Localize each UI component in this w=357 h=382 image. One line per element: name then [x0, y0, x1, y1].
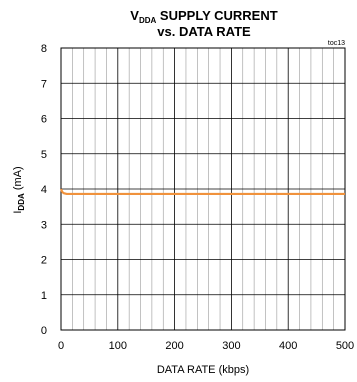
y-tick-label: 4: [41, 184, 47, 196]
x-tick-label: 400: [279, 340, 297, 352]
y-tick-label: 2: [41, 255, 47, 267]
x-axis-label: DATA RATE (kbps): [157, 364, 249, 376]
chart-tag: toc13: [328, 40, 345, 47]
y-tick-label: 1: [41, 290, 47, 302]
y-tick-label: 0: [41, 325, 47, 337]
y-tick-label: 7: [41, 78, 47, 90]
y-axis-label: IDDA (mA): [12, 166, 26, 213]
chart-title-line1: VDDA SUPPLY CURRENT: [130, 8, 277, 25]
y-tick-label: 3: [41, 219, 47, 231]
series-line: [59, 188, 345, 196]
x-tick-label: 0: [58, 340, 64, 352]
y-tick-label: 5: [41, 149, 47, 161]
chart-title-line2: vs. DATA RATE: [157, 24, 251, 39]
y-tick-label: 8: [41, 43, 47, 55]
tick-labels: 0 100 200 300 400 500 0 1 2 3 4 5 6 7 8: [41, 43, 354, 352]
series: [59, 188, 345, 196]
x-tick-label: 500: [336, 340, 354, 352]
y-tick-label: 6: [41, 114, 47, 126]
x-tick-label: 100: [109, 340, 127, 352]
x-tick-label: 200: [165, 340, 183, 352]
grid: [61, 48, 345, 330]
x-tick-label: 300: [222, 340, 240, 352]
